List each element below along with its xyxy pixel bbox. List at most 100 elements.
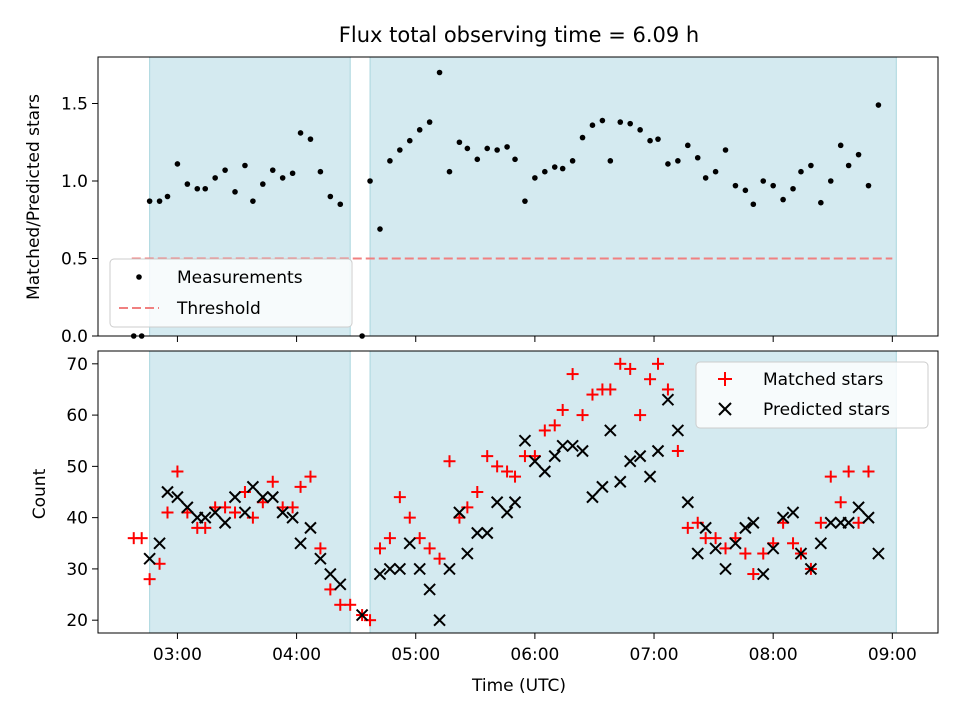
measurement-point — [212, 175, 218, 181]
measurement-point — [712, 168, 719, 175]
matched-star-point — [757, 547, 770, 560]
chart-title: Flux total observing time = 6.09 h — [339, 23, 699, 47]
matched-star-point — [135, 532, 148, 545]
measurement-point — [377, 226, 383, 232]
matched-star-point — [471, 486, 484, 498]
measurement-point — [327, 193, 334, 200]
predicted-star-point — [373, 567, 387, 581]
measurement-point — [436, 69, 443, 76]
measurement-point — [579, 134, 586, 141]
top-legend: Measurements Threshold — [109, 258, 353, 328]
measurement-point — [780, 196, 786, 203]
top-y-ticks: 0.0 0.5 1.0 1.5 — [61, 95, 98, 347]
predicted-star-point — [314, 552, 327, 565]
measurement-point — [837, 142, 844, 149]
measurement-point — [387, 158, 393, 164]
matched-star-point — [842, 465, 855, 478]
measurement-point — [845, 162, 852, 169]
measurement-point — [647, 137, 653, 144]
predicted-star-point — [556, 439, 569, 453]
matched-star-point — [304, 470, 317, 483]
predicted-star-point — [304, 521, 317, 535]
predicted-star-point — [643, 470, 657, 483]
bottom-x-ticks: 03:00 04:00 05:00 06:00 07:00 08:00 09:00 — [153, 633, 917, 665]
bottom-y-tick-label: 70 — [66, 355, 88, 375]
predicted-star-point — [518, 434, 532, 447]
measurement-point — [242, 162, 248, 169]
predicted-star-point — [286, 511, 299, 524]
matched-star-point — [652, 357, 664, 370]
matched-star-point — [229, 506, 242, 519]
matched-star-point — [491, 460, 504, 473]
measurement-point — [307, 136, 314, 142]
predicted-star-point — [508, 496, 522, 509]
measurement-point — [865, 182, 872, 189]
x-tick-label: 06:00 — [510, 645, 559, 665]
measurement-point — [542, 168, 548, 175]
matched-star-point — [586, 388, 599, 401]
measurement-point — [855, 151, 862, 158]
predicted-star-point — [842, 516, 855, 529]
predicted-star-point — [794, 547, 808, 560]
measurement-point — [790, 185, 796, 192]
predicted-star-point — [729, 537, 742, 550]
matched-star-point — [556, 403, 569, 416]
matched-star-point — [747, 568, 760, 581]
predicted-star-point — [461, 547, 474, 560]
predicted-star-point — [651, 444, 665, 458]
x-tick-label: 08:00 — [749, 645, 798, 665]
matched-star-point — [538, 424, 551, 437]
bottom-legend-box — [695, 361, 929, 429]
matched-star-point — [383, 532, 396, 545]
measurement-point — [184, 181, 191, 187]
predicted-star-point — [161, 485, 174, 499]
matched-star-point — [314, 542, 327, 555]
measurement-point — [269, 167, 276, 173]
measurement-point — [194, 185, 201, 192]
predicted-star-point — [266, 490, 279, 504]
measurement-point — [760, 178, 767, 184]
measurement-point — [260, 181, 266, 187]
matched-star-point — [634, 409, 647, 422]
predicted-star-point — [804, 562, 818, 576]
matched-star-point — [413, 532, 426, 545]
predicted-star-point — [862, 511, 875, 524]
measurement-point — [702, 175, 709, 181]
predicted-star-point — [208, 506, 222, 519]
predicted-star-point — [824, 516, 837, 529]
matched-star-point — [433, 552, 446, 565]
measurement-point — [279, 175, 286, 181]
predicted-star-point — [403, 537, 416, 550]
measurement-point — [494, 147, 500, 153]
predicted-star-point — [786, 506, 800, 519]
predicted-star-point — [256, 490, 270, 504]
measurement-point — [694, 154, 701, 161]
measurement-point — [512, 156, 518, 163]
measurement-point — [684, 142, 691, 149]
measurement-point — [607, 158, 614, 164]
measurement-point — [637, 127, 643, 133]
matched-star-point — [153, 557, 166, 570]
measurement-point — [732, 182, 739, 189]
matched-star-point — [834, 496, 847, 509]
measurement-point — [504, 144, 510, 150]
predicted-star-point — [171, 490, 184, 504]
measurement-point — [232, 189, 238, 195]
matched-star-point — [509, 470, 522, 483]
measurement-point — [250, 198, 256, 204]
bottom-y-axis-label: Count — [30, 468, 50, 519]
predicted-star-point — [228, 490, 242, 504]
measurement-point — [164, 193, 171, 200]
top-y-axis-label: Matched/Predicted stars — [24, 94, 44, 300]
matched-star-point — [294, 480, 307, 493]
legend-threshold-label: Threshold — [176, 299, 261, 319]
top-y-tick-label: 1.0 — [61, 172, 88, 192]
measurement-point — [742, 187, 749, 194]
measurement-point — [569, 158, 576, 164]
predicted-star-point — [548, 449, 561, 463]
measurement-point — [818, 199, 824, 206]
predicted-star-point — [528, 455, 542, 468]
bottom-y-ticks: 20 30 40 50 60 70 — [66, 355, 98, 631]
matched-star-point — [719, 542, 732, 555]
